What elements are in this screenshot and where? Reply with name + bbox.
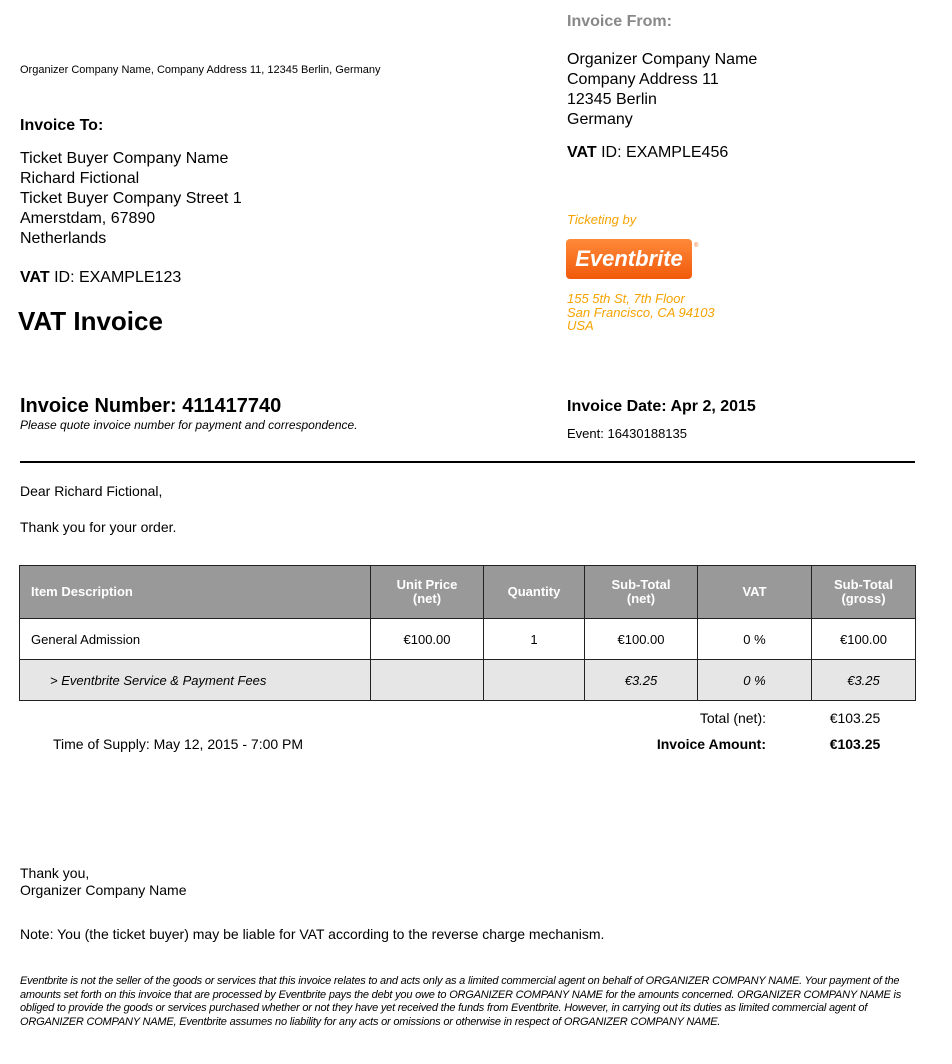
cell-description: > Eventbrite Service & Payment Fees (19, 659, 371, 701)
cell-unit-price (370, 659, 484, 701)
thank-you-order: Thank you for your order. (20, 519, 177, 535)
address-line: Ticket Buyer Company Street 1 (20, 190, 242, 207)
address-line: USA (567, 318, 594, 333)
buyer-vat-id: VAT ID: EXAMPLE123 (20, 268, 181, 288)
header-text: (gross) (841, 591, 886, 606)
cell-vat: 0 % (697, 618, 812, 660)
time-of-supply: Time of Supply: May 12, 2015 - 7:00 PM (53, 736, 304, 752)
header-text: Item Description (31, 584, 133, 599)
column-header: Sub-Total (gross) (811, 565, 916, 619)
address-line: Germany (567, 111, 633, 128)
cell-subtotal-gross: €3.25 (811, 659, 916, 701)
closing: Thank you, Organizer Company Name (20, 865, 187, 899)
address-line: Organizer Company Name (567, 51, 758, 68)
invoice-to-address: Ticket Buyer Company Name Richard Fictio… (20, 149, 242, 249)
address-line: Amerstdam, 67890 (20, 210, 156, 227)
invoice-number-note: Please quote invoice number for payment … (20, 418, 358, 432)
cell-subtotal-net: €3.25 (584, 659, 698, 701)
address-line: Ticket Buyer Company Name (20, 150, 229, 167)
disclaimer: Eventbrite is not the seller of the good… (20, 975, 901, 1028)
column-header: Sub-Total (net) (584, 565, 698, 619)
event-id: Event: 16430188135 (567, 426, 687, 441)
header-text: (net) (412, 591, 442, 606)
address-line: Company Address 11 (567, 71, 719, 88)
invoice-amount-value: €103.25 (829, 736, 881, 752)
cell-subtotal-gross: €100.00 (811, 618, 916, 660)
column-header: VAT (697, 565, 812, 619)
vat-value: ID: EXAMPLE456 (596, 144, 729, 161)
invoice-to-title: Invoice To: (20, 117, 104, 134)
total-net-label: Total (net): (699, 710, 766, 726)
header-text: Unit Price (396, 577, 458, 592)
greeting: Dear Richard Fictional, (20, 483, 163, 499)
eventbrite-logo: Eventbrite (566, 239, 692, 279)
vat-value: ID: EXAMPLE123 (49, 269, 182, 286)
header-text: (net) (626, 591, 656, 606)
address-line: 155 5th St, 7th Floor (567, 291, 685, 306)
eventbrite-address: 155 5th St, 7th Floor San Francisco, CA … (567, 292, 715, 333)
total-net-value: €103.25 (829, 710, 881, 726)
address-line: San Francisco, CA 94103 (567, 304, 715, 320)
invoice-from-title: Invoice From: (567, 13, 672, 30)
header-text: Quantity (507, 584, 561, 599)
header-text: Sub-Total (611, 577, 671, 592)
vat-label: VAT (20, 269, 50, 286)
column-header: Unit Price (net) (370, 565, 484, 619)
line-items-table: Item Description Unit Price (net) Quantit… (19, 565, 916, 701)
divider (20, 461, 915, 463)
address-line: Netherlands (20, 230, 107, 247)
closing-line: Organizer Company Name (20, 882, 187, 898)
address-line: Richard Fictional (20, 170, 140, 187)
column-header: Item Description (19, 565, 371, 619)
header-text: VAT (742, 584, 767, 599)
invoice-amount-label: Invoice Amount: (656, 736, 766, 752)
vat-note: Note: You (the ticket buyer) may be liab… (20, 926, 605, 942)
closing-line: Thank you, (20, 865, 90, 881)
cell-unit-price: €100.00 (370, 618, 484, 660)
invoice-from-address: Organizer Company Name Company Address 1… (567, 50, 757, 130)
invoice-number: Invoice Number: 411417740 (20, 395, 282, 417)
cell-description: General Admission (19, 618, 371, 660)
document-title: VAT Invoice (18, 306, 163, 336)
cell-quantity: 1 (483, 618, 585, 660)
organizer-address-line: Organizer Company Name, Company Address … (20, 64, 381, 76)
table-row: > Eventbrite Service & Payment Fees €3.2… (19, 659, 916, 701)
trademark-icon: ® (694, 243, 699, 249)
organizer-vat-id: VAT ID: EXAMPLE456 (567, 143, 728, 163)
cell-quantity (483, 659, 585, 701)
table-header-row: Item Description Unit Price (net) Quantit… (19, 565, 916, 619)
ticketing-by-label: Ticketing by (567, 212, 637, 227)
cell-subtotal-net: €100.00 (584, 618, 698, 660)
header-text: Sub-Total (834, 577, 893, 592)
invoice-date: Invoice Date: Apr 2, 2015 (567, 398, 756, 415)
column-header: Quantity (483, 565, 585, 619)
cell-vat: 0 % (697, 659, 812, 701)
address-line: 12345 Berlin (567, 91, 657, 108)
table-row: General Admission €100.00 1 €100.00 0 % … (19, 618, 916, 660)
vat-label: VAT (567, 144, 597, 161)
